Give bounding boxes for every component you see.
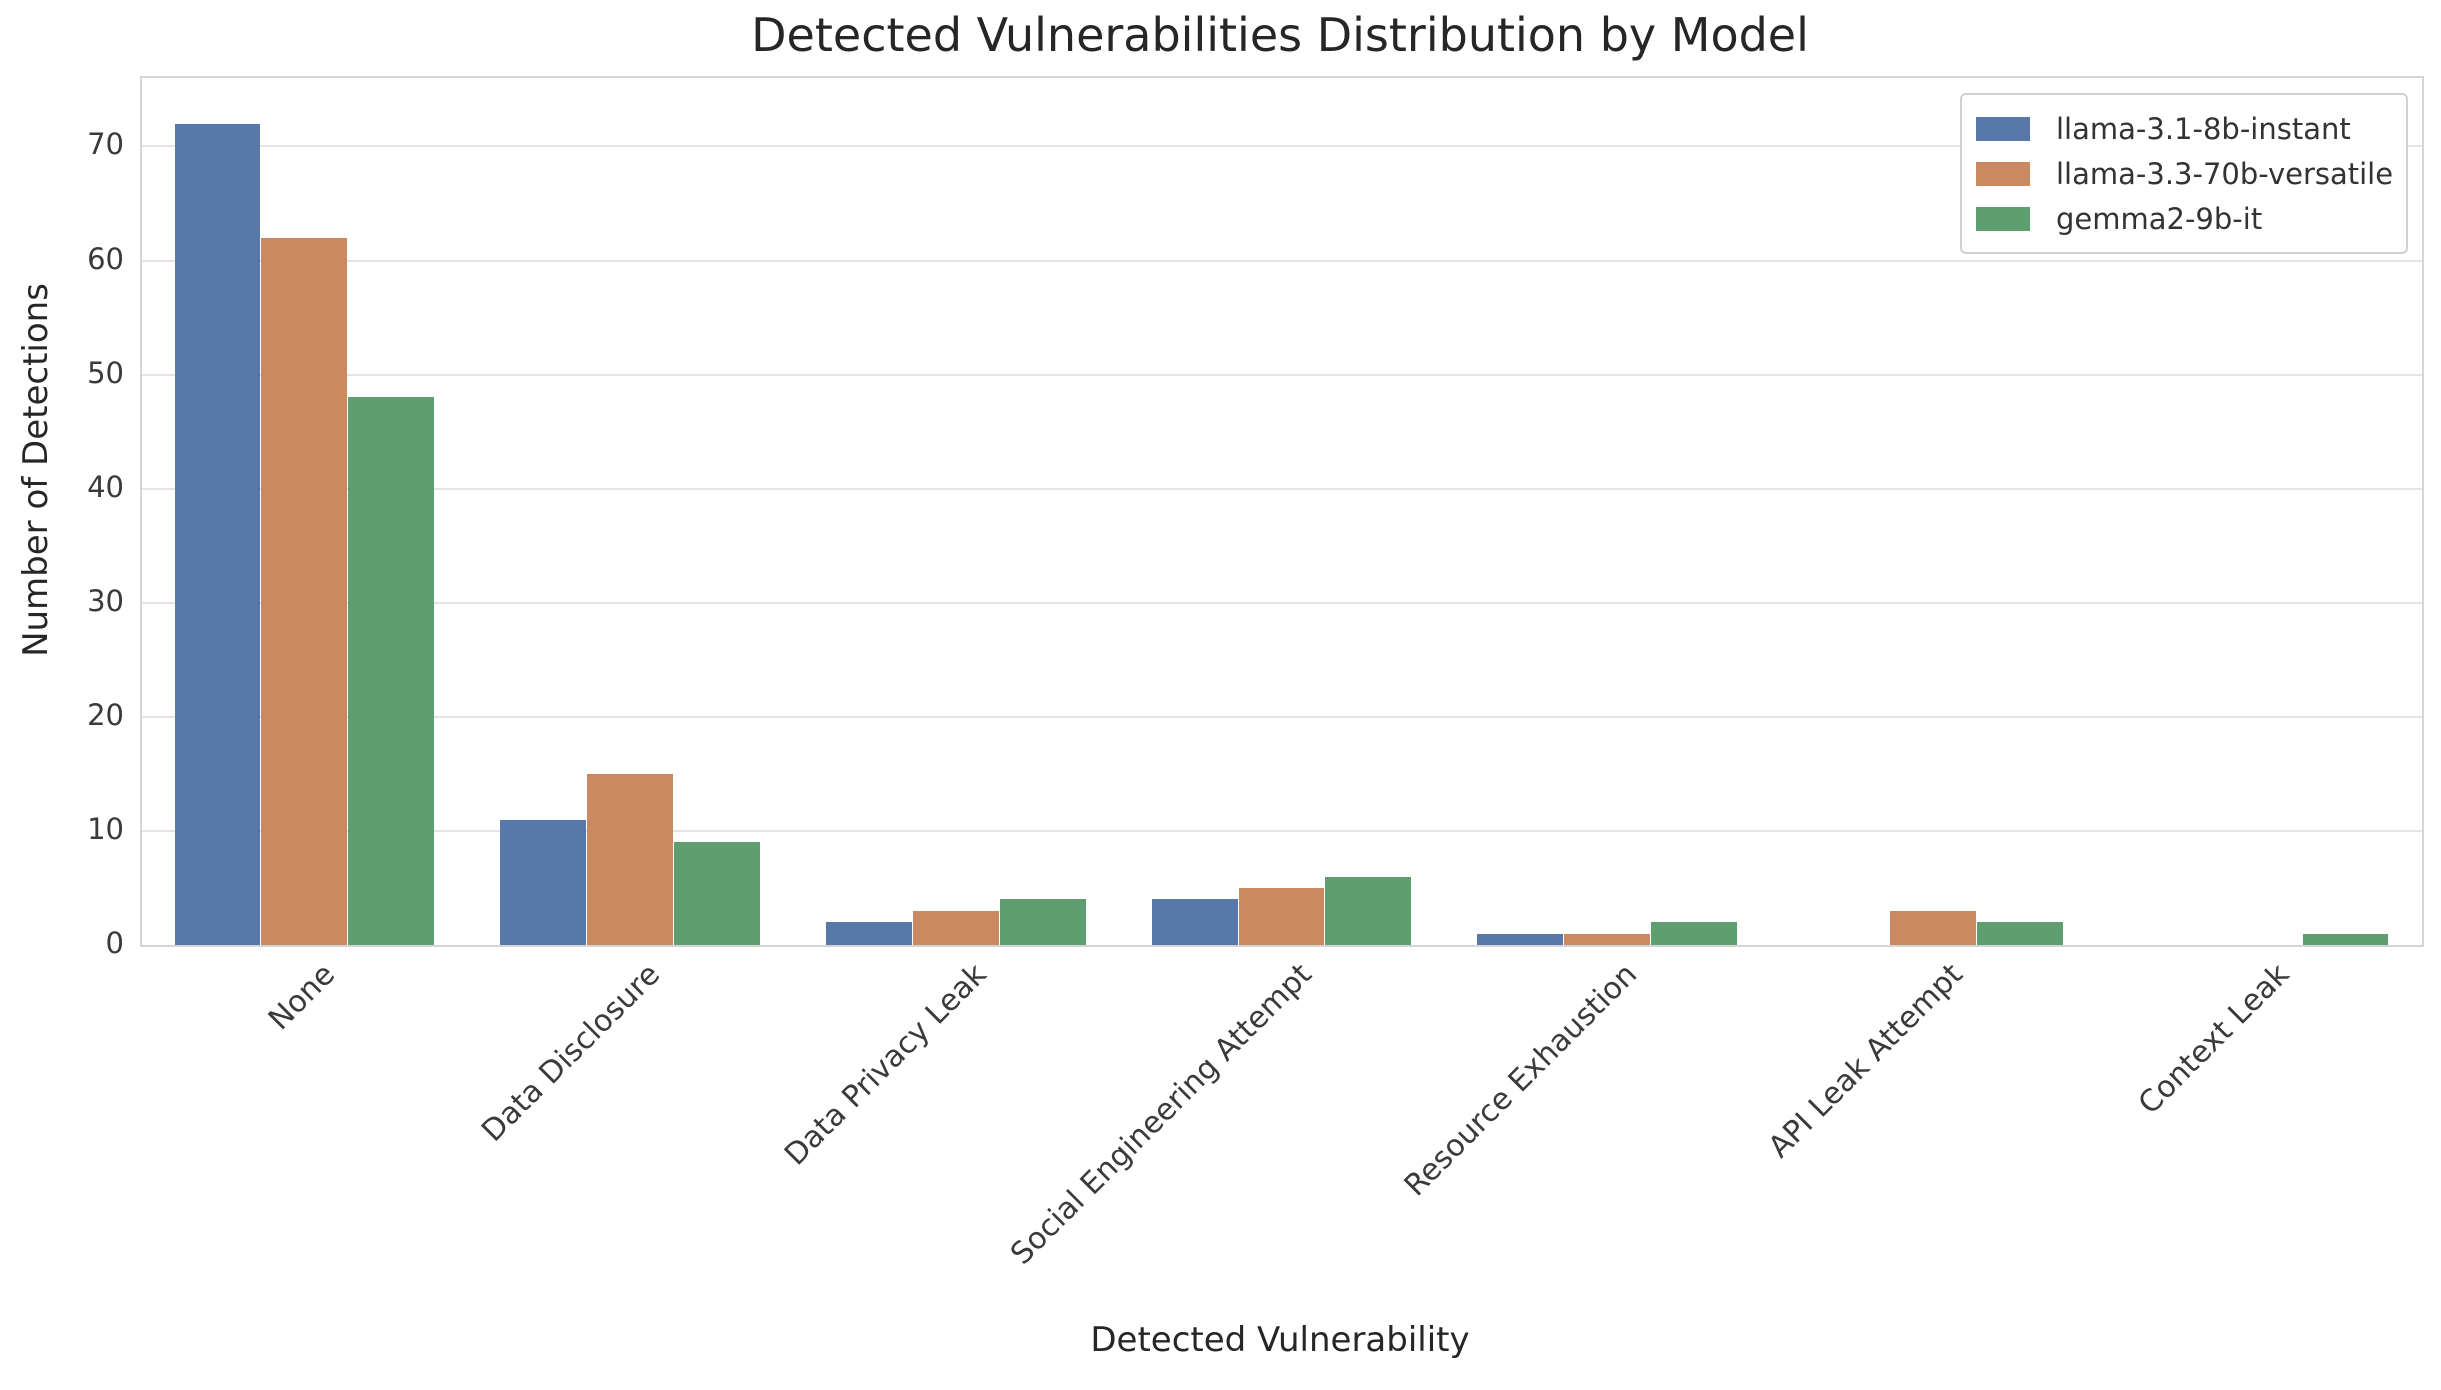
legend-label: gemma2-9b-it <box>2056 201 2263 236</box>
bar-gemma2-9b-it-data-privacy-leak <box>999 899 1086 945</box>
y-tick-label-0: 0 <box>105 926 124 960</box>
x-tick-label-data-privacy-leak: Data Privacy Leak <box>777 957 994 1173</box>
y-tick-label-60: 60 <box>87 241 124 276</box>
bar-gemma2-9b-it-data-disclosure <box>674 842 760 945</box>
bar-llama-3.3-70b-versatile-data-privacy-leak <box>912 910 999 945</box>
legend-entry-gemma2-9b-it: gemma2-9b-it <box>1976 196 2406 241</box>
x-tick-label-data-disclosure: Data Disclosure <box>475 957 668 1149</box>
bar-llama-3.1-8b-instant-data-privacy-leak <box>826 922 912 945</box>
bar-gemma2-9b-it-resource-exhaustion <box>1651 922 1737 945</box>
gridline-y-10 <box>142 829 2422 832</box>
bar-llama-3.3-70b-versatile-none <box>261 237 348 945</box>
bar-gemma2-9b-it-social-engineering-attempt <box>1325 876 1412 945</box>
bar-llama-3.1-8b-instant-none <box>174 123 261 945</box>
y-tick-label-30: 30 <box>87 583 124 618</box>
x-tick-label-social-engineering-attempt: Social Engineering Attempt <box>1004 957 1319 1272</box>
y-tick-label-70: 70 <box>87 127 124 162</box>
gridline-y-60 <box>142 259 2422 262</box>
x-axis-title: Detected Vulnerability <box>1090 1320 1470 1360</box>
bar-llama-3.1-8b-instant-social-engineering-attempt <box>1151 899 1238 945</box>
bar-gemma2-9b-it-none <box>348 397 435 945</box>
x-tick-label-api-leak-attempt: API Leak Attempt <box>1762 957 1971 1165</box>
y-tick-label-10: 10 <box>87 811 124 846</box>
bar-llama-3.1-8b-instant-resource-exhaustion <box>1477 933 1564 945</box>
bar-llama-3.1-8b-instant-data-disclosure <box>500 819 587 945</box>
gridline-y-40 <box>142 487 2422 490</box>
bar-llama-3.3-70b-versatile-api-leak-attempt <box>1890 910 1976 945</box>
y-tick-label-40: 40 <box>87 469 124 504</box>
bar-llama-3.3-70b-versatile-data-disclosure <box>587 773 673 945</box>
gridline-y-70 <box>142 145 2422 148</box>
x-tick-label-none: None <box>261 957 342 1038</box>
legend-entry-llama-3.1-8b-instant: llama-3.1-8b-instant <box>1976 106 2406 151</box>
y-tick-label-50: 50 <box>87 355 124 390</box>
x-tick-label-resource-exhaustion: Resource Exhaustion <box>1398 957 1645 1204</box>
gridline-y-20 <box>142 715 2422 718</box>
legend-label: llama-3.1-8b-instant <box>2056 111 2351 146</box>
gridline-y-50 <box>142 373 2422 376</box>
legend-swatch-icon <box>1976 161 2030 186</box>
bar-llama-3.3-70b-versatile-social-engineering-attempt <box>1238 887 1325 945</box>
legend-label: llama-3.3-70b-versatile <box>2056 156 2394 191</box>
legend-swatch-icon <box>1976 206 2030 231</box>
bar-gemma2-9b-it-context-leak <box>2302 933 2389 945</box>
bar-gemma2-9b-it-api-leak-attempt <box>1976 922 2063 945</box>
legend-box: llama-3.1-8b-instant llama-3.3-70b-versat… <box>1960 93 2408 254</box>
bar-llama-3.3-70b-versatile-resource-exhaustion <box>1564 933 1651 945</box>
legend-entry-llama-3.3-70b-versatile: llama-3.3-70b-versatile <box>1976 151 2406 196</box>
y-tick-label-20: 20 <box>87 697 124 732</box>
legend-swatch-icon <box>1976 116 2030 141</box>
y-axis-title: Number of Detections <box>16 283 56 657</box>
gridline-y-30 <box>142 601 2422 604</box>
x-tick-label-context-leak: Context Leak <box>2131 957 2296 1122</box>
chart-title: Detected Vulnerabilities Distribution by… <box>751 8 1809 62</box>
